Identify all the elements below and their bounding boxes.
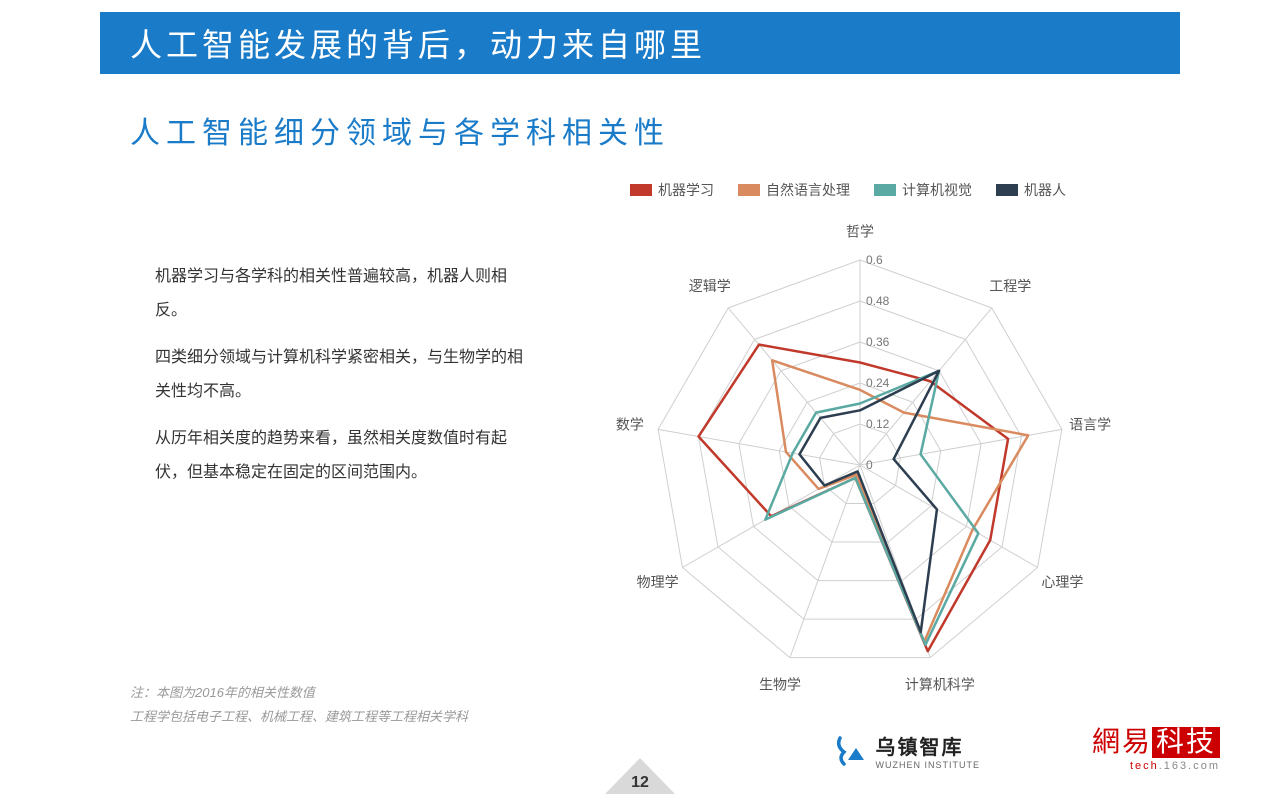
- radar-axis-label: 心理学: [1041, 574, 1083, 590]
- footnote-block: 注：本图为2016年的相关性数值 工程学包括电子工程、机械工程、建筑工程等工程相…: [130, 681, 468, 730]
- radar-axis-label: 生物学: [759, 677, 801, 693]
- wuzhen-logo-text-en: WUZHEN INSTITUTE: [876, 760, 981, 770]
- wuzhen-logo-text-cn: 乌镇智库: [876, 731, 981, 760]
- radar-axis-label: 计算机科学: [905, 677, 975, 693]
- paragraph: 机器学习与各学科的相关性普遍较高，机器人则相反。: [155, 260, 535, 327]
- legend-label: 自然语言处理: [766, 180, 850, 200]
- radar-tick-label: 0.48: [866, 294, 890, 308]
- radar-spoke: [728, 308, 860, 465]
- footnote-line: 工程学包括电子工程、机械工程、建筑工程等工程相关学科: [130, 705, 468, 730]
- wuzhen-logo-icon: [834, 734, 868, 768]
- legend-item: 自然语言处理: [738, 180, 850, 200]
- netease-logo-text-a: 網易: [1092, 727, 1152, 758]
- radar-chart: 0 0.12 0.24 0.36 0.48 0.6 哲学工程学语言学心理学计算机科学 生物学 物…: [570, 200, 1190, 740]
- radar-series: [698, 345, 1008, 652]
- radar-spoke: [860, 429, 1062, 465]
- legend-label: 计算机视觉: [902, 180, 972, 200]
- legend-item: 计算机视觉: [874, 180, 972, 200]
- footnote-line: 注：本图为2016年的相关性数值: [130, 681, 468, 706]
- page-title: 人工智能发展的背后，动力来自哪里: [130, 20, 706, 66]
- radar-tick-label: 0.36: [866, 335, 890, 349]
- legend-swatch: [738, 184, 760, 196]
- legend-swatch: [630, 184, 652, 196]
- radar-axis-label: 工程学: [989, 278, 1031, 294]
- legend-item: 机器学习: [630, 180, 714, 200]
- paragraph: 从历年相关度的趋势来看，虽然相关度数值时有起伏，但基本稳定在固定的区间范围内。: [155, 422, 535, 489]
- page-number: 12: [605, 758, 675, 794]
- legend-swatch: [874, 184, 896, 196]
- legend-label: 机器学习: [658, 180, 714, 200]
- radar-axis-label: 物理学: [637, 574, 679, 590]
- subtitle: 人工智能细分领域与各学科相关性: [130, 108, 670, 152]
- radar-tick-label: 0.24: [866, 376, 890, 390]
- radar-spoke: [658, 429, 860, 465]
- legend-item: 机器人: [996, 180, 1066, 200]
- paragraph: 四类细分领域与计算机科学紧密相关，与生物学的相关性均不高。: [155, 341, 535, 408]
- radar-tick-label: 0: [866, 458, 873, 472]
- radar-axis-label: 哲学: [846, 223, 874, 239]
- radar-axis-label: 数学: [616, 416, 644, 432]
- radar-axis-label: 逻辑学: [689, 278, 731, 294]
- radar-tick-label: 0.6: [866, 253, 883, 267]
- netease-logo-text-b: 科技: [1152, 727, 1220, 758]
- legend-swatch: [996, 184, 1018, 196]
- body-text: 机器学习与各学科的相关性普遍较高，机器人则相反。 四类细分领域与计算机科学紧密相…: [155, 260, 535, 504]
- wuzhen-logo: 乌镇智库 WUZHEN INSTITUTE: [834, 731, 981, 770]
- radar-spoke: [790, 465, 860, 658]
- radar-axis-label: 语言学: [1069, 416, 1111, 432]
- radar-tick-label: 0.12: [866, 417, 890, 431]
- radar-series: [799, 371, 939, 632]
- chart-legend: 机器学习 自然语言处理 计算机视觉 机器人: [630, 180, 1066, 200]
- title-bar: 人工智能发展的背后，动力来自哪里: [100, 12, 1180, 74]
- netease-logo: 網易科技 tech.163.com: [1092, 720, 1220, 772]
- legend-label: 机器人: [1024, 180, 1066, 200]
